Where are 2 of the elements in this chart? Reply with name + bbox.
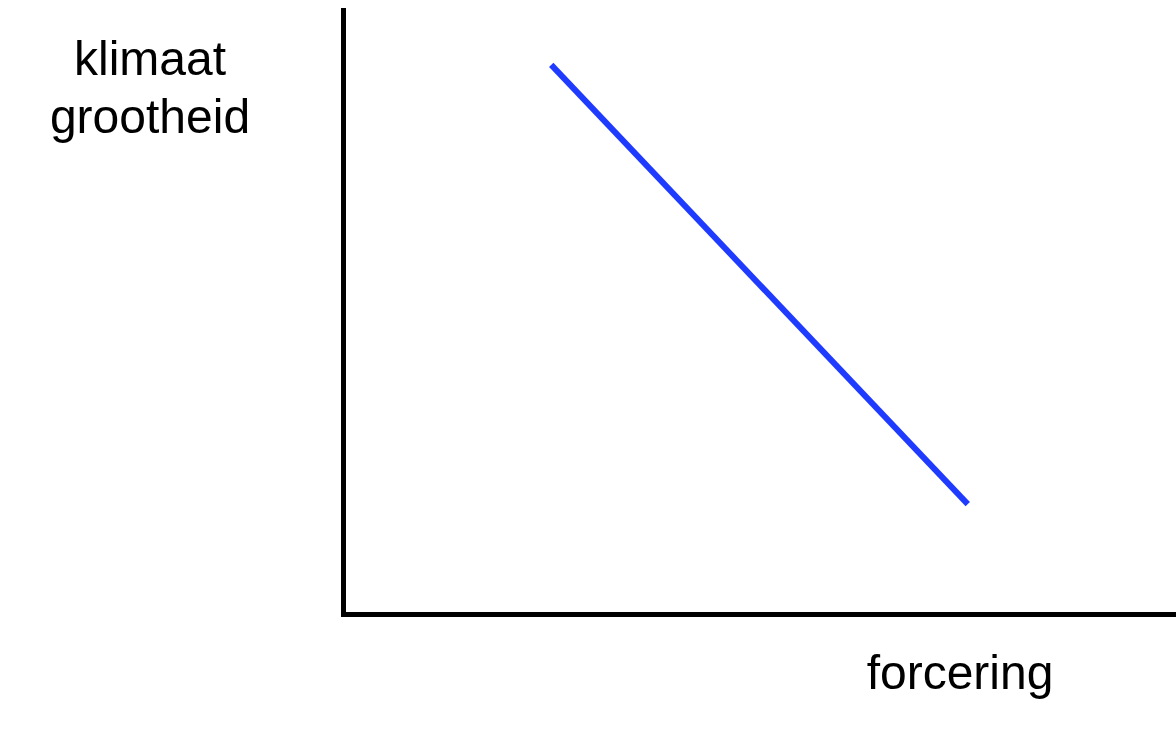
y-axis-title: klimaat grootheid bbox=[48, 31, 252, 145]
x-axis-title: forcering bbox=[865, 645, 1055, 700]
